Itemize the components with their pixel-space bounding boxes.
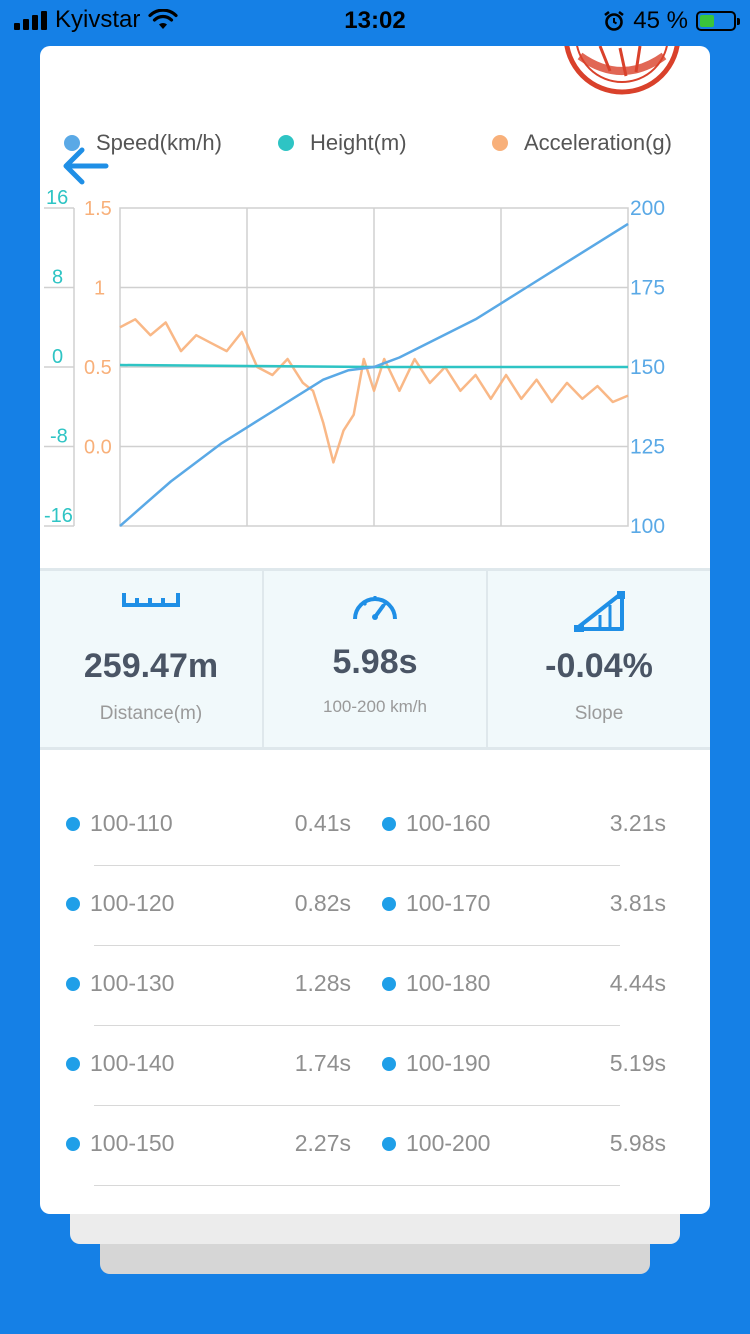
split-range: 100-110 <box>90 810 173 836</box>
acceleration-tick-label: 0.0 <box>84 437 112 459</box>
back-arrow-icon[interactable] <box>60 144 112 188</box>
stat-slope: -0.04% Slope <box>486 571 710 747</box>
carrier-name: Kyivstar <box>55 6 141 33</box>
split-range: 100-190 <box>406 1050 491 1076</box>
time-value: 5.98s <box>332 643 418 681</box>
speedometer-icon <box>353 596 397 620</box>
bullet-dot-icon <box>66 1056 80 1071</box>
wifi-icon <box>148 9 178 29</box>
stamp-icon <box>564 46 680 95</box>
acceleration-tick-label: 1.5 <box>84 198 112 220</box>
split-range: 100-180 <box>406 970 491 996</box>
bullet-dot-icon <box>382 896 396 911</box>
status-bar: Kyivstar 13:02 45 % <box>0 0 750 44</box>
split-time: 1.28s <box>294 970 351 996</box>
status-time: 13:02 <box>344 7 406 34</box>
row-divider <box>94 945 620 946</box>
stat-distance: 259.47m Distance(m) <box>40 571 262 747</box>
bullet-dot-icon <box>382 1056 396 1071</box>
split-time: 2.27s <box>294 1130 351 1156</box>
signal-icon <box>14 10 47 30</box>
speed-tick-label: 125 <box>630 436 665 459</box>
height-tick-label: -8 <box>50 426 68 448</box>
speed-tick-label: 100 <box>630 515 665 538</box>
chart-legend: Speed(km/h) Height(m) Acceleration(g) <box>40 130 710 160</box>
bullet-dot-icon <box>382 1136 396 1151</box>
split-range: 100-140 <box>90 1050 175 1076</box>
row-divider <box>94 1105 620 1106</box>
bullet-dot-icon <box>66 896 80 911</box>
acceleration-tick-label: 0.5 <box>84 357 112 379</box>
list-item: 100-150 2.27s 100-200 5.98s <box>40 1106 710 1186</box>
speed-series-line <box>119 222 629 527</box>
row-divider <box>94 1025 620 1026</box>
ruler-icon <box>122 593 180 607</box>
list-item: 100-110 0.41s 100-160 3.21s <box>40 786 710 866</box>
split-time: 4.44s <box>609 970 666 996</box>
split-time: 1.74s <box>294 1050 351 1076</box>
stats-panel: 259.47m Distance(m) 5.98s 100-200 km/h <box>40 568 710 750</box>
status-left: Kyivstar <box>14 6 178 34</box>
height-tick-label: 8 <box>52 267 63 289</box>
bullet-dot-icon <box>66 816 80 831</box>
speed-tick-label: 175 <box>630 277 665 300</box>
speed-tick-label: 150 <box>630 356 665 379</box>
distance-label: Distance(m) <box>99 703 203 724</box>
time-label: 100-200 km/h <box>323 697 427 716</box>
row-divider <box>94 1185 620 1186</box>
split-times-list: 100-110 0.41s 100-160 3.21s 100-120 0.82… <box>40 786 710 1186</box>
alarm-icon <box>604 10 625 31</box>
legend-speed-label: Speed(km/h) <box>96 130 222 155</box>
split-time: 0.82s <box>294 890 351 916</box>
status-right: 45 % <box>603 7 740 35</box>
slope-icon <box>574 591 625 632</box>
split-time: 0.41s <box>294 810 351 836</box>
height-tick-label: 16 <box>46 187 68 209</box>
acceleration-series-line <box>119 318 629 464</box>
split-range: 100-150 <box>90 1130 175 1156</box>
split-range: 100-170 <box>406 890 491 916</box>
bullet-dot-icon <box>382 976 396 991</box>
bullet-dot-icon <box>382 816 396 831</box>
result-card: Speed(km/h) Height(m) Acceleration(g) 16… <box>40 46 710 1214</box>
slope-label: Slope <box>574 703 624 724</box>
legend-height-label: Height(m) <box>310 130 407 155</box>
list-item: 100-120 0.82s 100-170 3.81s <box>40 866 710 946</box>
legend-speed-dot <box>64 135 80 151</box>
row-divider <box>94 865 620 866</box>
height-tick-label: 0 <box>52 346 63 368</box>
split-range: 100-120 <box>90 890 175 916</box>
legend-acceleration: Acceleration(g) <box>492 130 672 156</box>
stat-time: 5.98s 100-200 km/h <box>262 571 486 747</box>
slope-value: -0.04% <box>545 647 653 685</box>
legend-acceleration-label: Acceleration(g) <box>524 130 672 155</box>
battery-icon <box>696 11 740 31</box>
split-time: 5.98s <box>609 1130 666 1156</box>
battery-percent: 45 % <box>633 7 688 34</box>
legend-height-dot <box>278 135 294 151</box>
split-time: 3.81s <box>609 890 666 916</box>
distance-value: 259.47m <box>83 647 219 685</box>
legend-acceleration-dot <box>492 135 508 151</box>
split-range: 100-160 <box>406 810 491 836</box>
bullet-dot-icon <box>66 1136 80 1151</box>
list-item: 100-130 1.28s 100-180 4.44s <box>40 946 710 1026</box>
list-item: 100-140 1.74s 100-190 5.19s <box>40 1026 710 1106</box>
height-tick-label: -16 <box>44 505 73 527</box>
speed-tick-label: 200 <box>630 197 665 220</box>
speed-chart: 16 8 0 -8 -16 1.5 1 0.5 0.0 200 175 150 125 100 <box>44 187 665 538</box>
split-range: 100-200 <box>406 1130 491 1156</box>
split-range: 100-130 <box>90 970 175 996</box>
bullet-dot-icon <box>66 976 80 991</box>
legend-height: Height(m) <box>278 130 407 156</box>
acceleration-tick-label: 1 <box>94 278 105 300</box>
legend-speed: Speed(km/h) <box>64 130 222 156</box>
split-time: 3.21s <box>609 810 666 836</box>
split-time: 5.19s <box>609 1050 666 1076</box>
